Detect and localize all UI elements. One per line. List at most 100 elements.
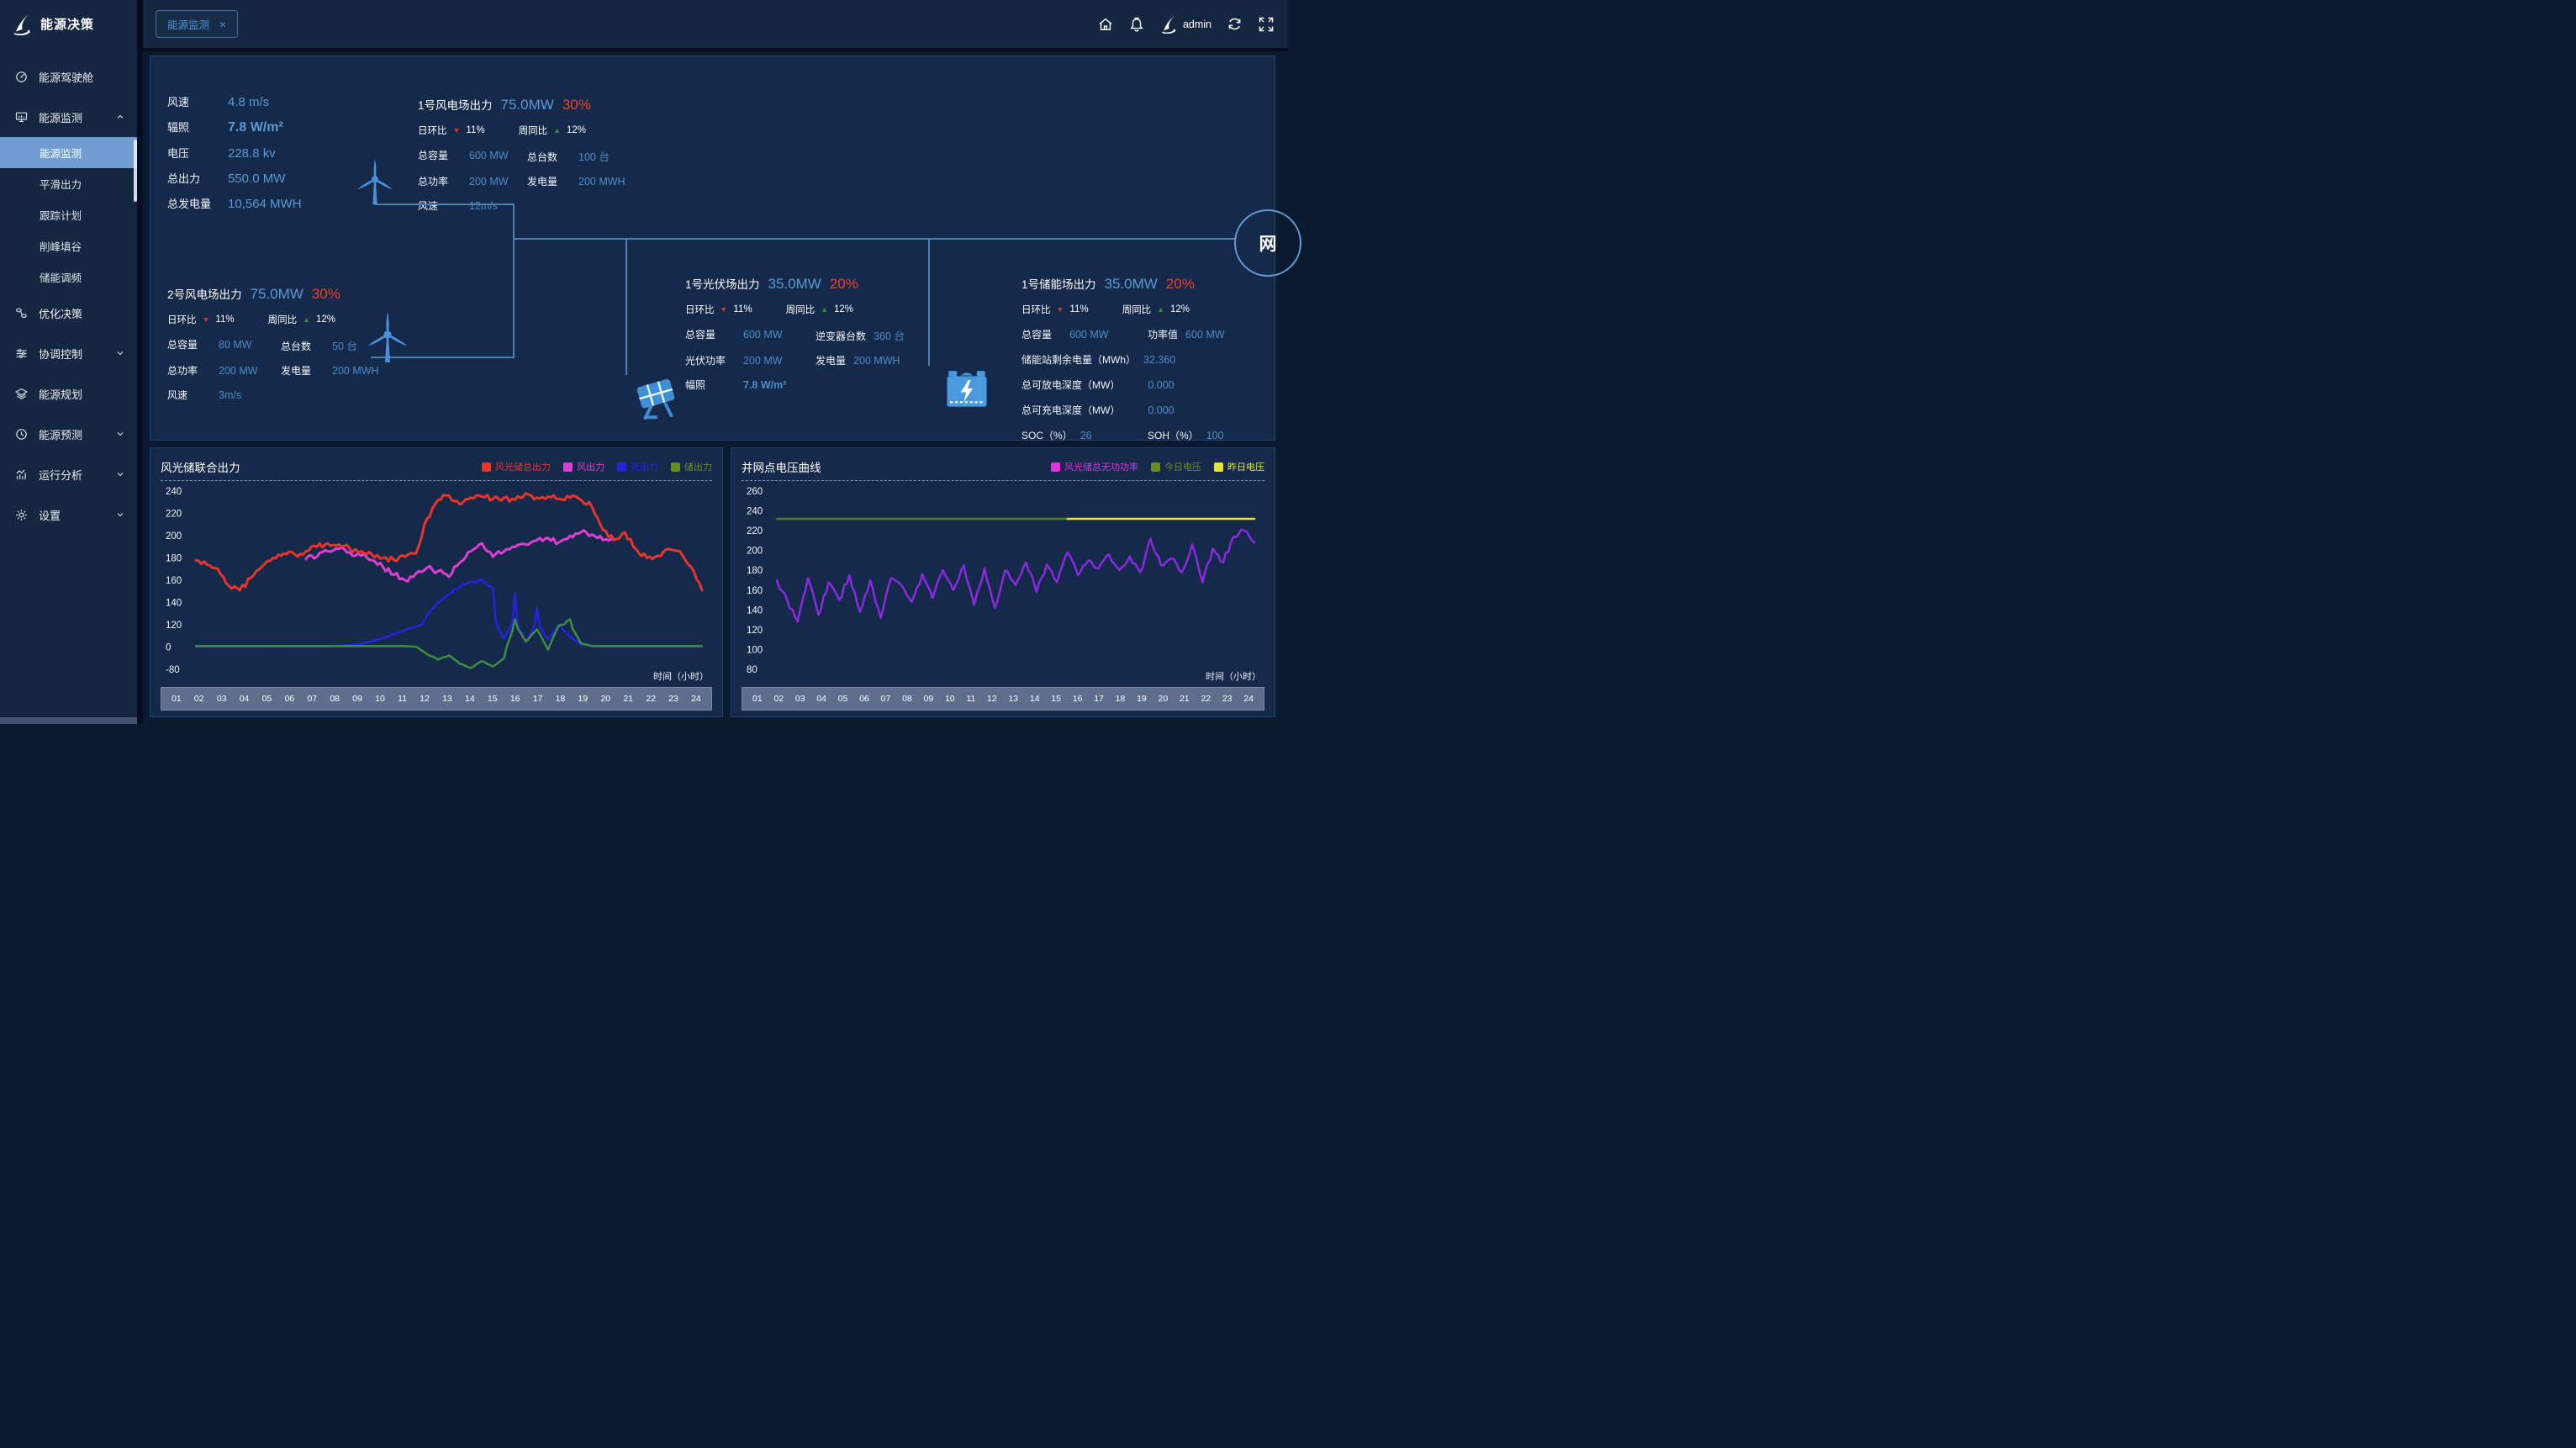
x-tick-label: 15 bbox=[1051, 694, 1062, 704]
chart-legend: 风光储总无功功率 今日电压 昨日电压 bbox=[1051, 460, 1264, 473]
monitor-icon bbox=[14, 110, 29, 124]
sidebar-item-forecast[interactable]: 能源预测 bbox=[0, 414, 137, 454]
svg-text:260: 260 bbox=[747, 487, 763, 497]
x-tick-label: 11 bbox=[398, 694, 407, 704]
sidebar-item-label: 能源规划 bbox=[39, 388, 83, 401]
farm-output: 35.0MW bbox=[768, 276, 821, 292]
svg-text:200: 200 bbox=[747, 547, 763, 557]
wind-turbine-icon bbox=[361, 310, 414, 368]
legend-item[interactable]: 储出力 bbox=[671, 460, 712, 473]
x-tick-label: 18 bbox=[1115, 694, 1126, 704]
sidebar-subitem-storage-fm[interactable]: 储能调频 bbox=[40, 272, 82, 284]
legend-item[interactable]: 昨日电压 bbox=[1214, 460, 1264, 473]
user-account[interactable]: admin bbox=[1159, 15, 1211, 34]
dod-value: 11% bbox=[215, 314, 235, 325]
bar-chart-icon bbox=[14, 468, 29, 482]
tab-label: 能源监测 bbox=[167, 19, 210, 31]
down-triangle-icon: ▼ bbox=[1056, 304, 1064, 314]
sidebar-bottom-scrollbar[interactable] bbox=[0, 717, 137, 724]
sidebar-item-label: 能源监测 bbox=[39, 111, 83, 124]
kv-label: 总容量 bbox=[1021, 329, 1053, 341]
kv-label: 总可放电深度（MW） bbox=[1021, 379, 1121, 391]
time-axis-slider[interactable]: 01 02 03 04 05 06 07 08 09 10 11 12 13 14 15 16 17 18 19 20… bbox=[161, 687, 712, 711]
legend-label: 风出力 bbox=[577, 462, 604, 473]
kv-label: 总台数 bbox=[281, 341, 312, 352]
tab-energy-monitoring[interactable]: 能源监测 × bbox=[156, 10, 239, 38]
sidebar-item-analysis[interactable]: 运行分析 bbox=[0, 454, 137, 494]
legend-item[interactable]: 风光储总无功功率 bbox=[1051, 460, 1138, 473]
x-tick-label: 02 bbox=[193, 694, 204, 704]
sidebar-item-settings[interactable]: 设置 bbox=[0, 494, 137, 535]
legend-label: 今日电压 bbox=[1164, 462, 1201, 473]
sidebar-item-optimization[interactable]: 优化决策 bbox=[0, 293, 137, 333]
x-tick-label: 04 bbox=[816, 694, 826, 704]
combined-output-chart[interactable]: -80 0 120 140 160 180 200 220 240 时间（小时） bbox=[161, 483, 712, 683]
legend-item[interactable]: 光出力 bbox=[617, 460, 658, 473]
x-tick-label: 22 bbox=[646, 694, 656, 704]
x-tick-label: 12 bbox=[987, 694, 997, 704]
connector-line bbox=[513, 203, 515, 358]
storage-farm-block: 1号储能场出力 35.0MW 20% 日环比 ▼ 11% 周同比 ▲ 12% 总容量 600 … bbox=[1021, 275, 1274, 453]
sidebar-item-planning[interactable]: 能源规划 bbox=[0, 373, 137, 414]
sidebar-subitem-smooth-output[interactable]: 平滑出力 bbox=[40, 179, 82, 191]
svg-text:240: 240 bbox=[166, 487, 182, 497]
kv-value: 200 MWH bbox=[578, 176, 626, 188]
kv-label: 总容量 bbox=[418, 150, 449, 161]
sidebar-item-cockpit[interactable]: 能源驾驶舱 bbox=[0, 56, 137, 97]
x-axis-title: 时间（小时） bbox=[1206, 672, 1261, 682]
dod-label: 日环比 bbox=[418, 126, 447, 136]
dod-label: 日环比 bbox=[1021, 305, 1051, 315]
summary-value: 550.0 MW bbox=[228, 172, 286, 186]
sidebar-scrollbar-thumb[interactable] bbox=[134, 140, 137, 202]
chart-legend: 风光储总出力 风出力 光出力 储出力 bbox=[482, 460, 712, 473]
bell-icon[interactable] bbox=[1128, 16, 1145, 33]
dod-label: 日环比 bbox=[685, 305, 715, 315]
kv-value: 200 MW bbox=[469, 176, 509, 188]
legend-swatch bbox=[617, 462, 626, 472]
farm-output: 75.0MW bbox=[500, 97, 554, 113]
connector-line bbox=[371, 357, 514, 358]
sidebar-item-label: 能源预测 bbox=[39, 428, 83, 441]
wow-label: 周同比 bbox=[267, 315, 298, 325]
x-tick-label: 09 bbox=[352, 694, 362, 704]
gear-icon bbox=[14, 508, 29, 522]
x-tick-label: 24 bbox=[1243, 694, 1254, 704]
sidebar-item-label: 优化决策 bbox=[39, 307, 83, 320]
wind-farm-2-block: 2号风电场出力 75.0MW 30% 日环比 ▼ 11% 周同比 ▲ 12% 总容量 80 M… bbox=[167, 285, 394, 412]
svg-text:-80: -80 bbox=[166, 665, 180, 675]
sidebar-subitem-peak-shaving[interactable]: 削峰填谷 bbox=[40, 241, 82, 253]
kv-value: 200 MW bbox=[219, 365, 258, 377]
svg-text:140: 140 bbox=[747, 605, 763, 616]
refresh-icon[interactable] bbox=[1226, 15, 1243, 33]
legend-item[interactable]: 风出力 bbox=[563, 460, 604, 473]
farm-percent: 30% bbox=[562, 97, 591, 113]
x-axis-title: 时间（小时） bbox=[653, 672, 709, 682]
summary-label: 风速 bbox=[167, 96, 190, 108]
x-tick-label: 03 bbox=[216, 694, 227, 704]
fullscreen-icon[interactable] bbox=[1258, 16, 1275, 33]
x-tick-label: 18 bbox=[555, 694, 566, 704]
legend-item[interactable]: 今日电压 bbox=[1151, 460, 1201, 473]
tab-close-icon[interactable]: × bbox=[219, 17, 227, 31]
x-tick-label: 15 bbox=[487, 694, 498, 704]
legend-label: 昨日电压 bbox=[1227, 462, 1264, 473]
x-tick-label: 22 bbox=[1201, 694, 1211, 704]
sidebar-item-label: 设置 bbox=[39, 509, 61, 522]
svg-text:180: 180 bbox=[166, 554, 182, 564]
series-line bbox=[194, 578, 704, 648]
legend-item[interactable]: 风光储总出力 bbox=[482, 460, 551, 473]
svg-text:120: 120 bbox=[747, 626, 763, 636]
x-tick-label: 10 bbox=[375, 694, 385, 704]
sidebar-subitem-tracking-plan[interactable]: 跟踪计划 bbox=[40, 210, 82, 222]
time-axis-slider[interactable]: 01 02 03 04 05 06 07 08 09 10 11 12 13 14 15 16 17 18 19 20… bbox=[742, 687, 1264, 711]
grid-voltage-chart[interactable]: 80 100 120 140 160 180 200 220 240 260 时间（小时） bbox=[742, 483, 1264, 683]
kv-value: 32.360 bbox=[1143, 354, 1176, 366]
wow-label: 周同比 bbox=[785, 305, 816, 315]
sidebar-item-coordination[interactable]: 协调控制 bbox=[0, 333, 137, 373]
sidebar-subitem-energy-monitoring[interactable]: 能源监测 bbox=[0, 137, 137, 168]
header-separator bbox=[742, 480, 1264, 481]
home-icon[interactable] bbox=[1097, 16, 1114, 33]
sidebar-item-monitoring[interactable]: 能源监测 bbox=[0, 97, 137, 137]
kv-value: 100 台 bbox=[578, 151, 610, 163]
farm-title: 1号风电场出力 bbox=[418, 99, 493, 112]
